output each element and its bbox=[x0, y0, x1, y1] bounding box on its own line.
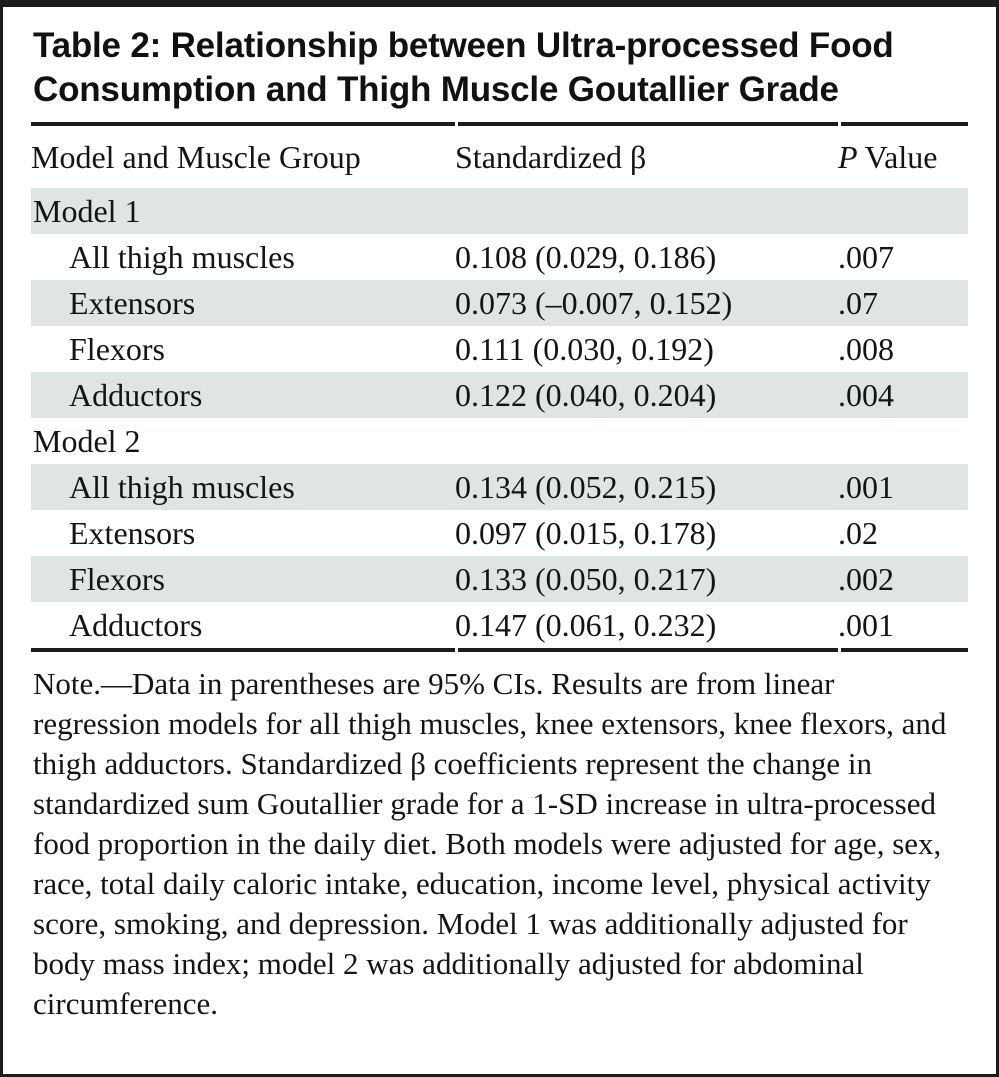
p-value-cell bbox=[838, 418, 968, 464]
table-row: Adductors 0.147 (0.061, 0.232) .001 bbox=[31, 602, 968, 648]
muscle-group-cell: Model 1 bbox=[33, 192, 141, 229]
header-standardized-beta: Standardized β bbox=[455, 138, 647, 175]
muscle-group-cell: Adductors bbox=[69, 376, 203, 413]
p-value-cell: .007 bbox=[838, 238, 894, 275]
standardized-beta-cell: 0.133 (0.050, 0.217) bbox=[455, 560, 717, 597]
table-row: Model 1 bbox=[31, 188, 968, 234]
standardized-beta-cell: 0.147 (0.061, 0.232) bbox=[455, 606, 717, 643]
standardized-beta-cell bbox=[455, 418, 838, 464]
table-row: Model 2 bbox=[31, 418, 968, 464]
p-value-cell bbox=[838, 188, 968, 234]
muscle-group-cell: Flexors bbox=[69, 560, 165, 597]
table-row: Extensors 0.073 (–0.007, 0.152) .07 bbox=[31, 280, 968, 326]
muscle-group-cell: Extensors bbox=[69, 284, 196, 321]
header-p-value-italic-p: P bbox=[838, 138, 858, 175]
muscle-group-cell: Extensors bbox=[69, 514, 196, 551]
table-footnote: Note.—Data in parentheses are 95% CIs. R… bbox=[33, 666, 947, 1021]
rule-below-title bbox=[31, 122, 968, 126]
muscle-group-cell: All thigh muscles bbox=[69, 238, 295, 275]
p-value-cell: .001 bbox=[838, 606, 894, 643]
p-value-cell: .07 bbox=[838, 284, 878, 321]
standardized-beta-cell bbox=[455, 188, 838, 234]
standardized-beta-cell: 0.122 (0.040, 0.204) bbox=[455, 376, 717, 413]
standardized-beta-cell: 0.108 (0.029, 0.186) bbox=[455, 238, 717, 275]
rule-below-rows bbox=[31, 648, 968, 652]
muscle-group-cell: Model 2 bbox=[33, 422, 141, 459]
muscle-group-cell: All thigh muscles bbox=[69, 468, 295, 505]
p-value-cell: .008 bbox=[838, 330, 894, 367]
standardized-beta-cell: 0.111 (0.030, 0.192) bbox=[455, 330, 714, 367]
table-row: All thigh muscles 0.134 (0.052, 0.215) .00… bbox=[31, 464, 968, 510]
p-value-cell: .004 bbox=[838, 376, 894, 413]
table-title: Table 2: Relationship between Ultra-proc… bbox=[33, 26, 894, 109]
standardized-beta-cell: 0.134 (0.052, 0.215) bbox=[455, 468, 717, 505]
header-p-value-word: Value bbox=[864, 138, 938, 175]
p-value-cell: .02 bbox=[838, 514, 878, 551]
header-model-muscle-group: Model and Muscle Group bbox=[31, 138, 361, 175]
muscle-group-cell: Adductors bbox=[69, 606, 203, 643]
p-value-cell: .001 bbox=[838, 468, 894, 505]
table-row: Flexors 0.111 (0.030, 0.192) .008 bbox=[31, 326, 968, 372]
header-p-value: P Value bbox=[838, 126, 968, 188]
standardized-beta-cell: 0.097 (0.015, 0.178) bbox=[455, 514, 717, 551]
standardized-beta-cell: 0.073 (–0.007, 0.152) bbox=[455, 284, 733, 321]
table-row: Extensors 0.097 (0.015, 0.178) .02 bbox=[31, 510, 968, 556]
table-row: All thigh muscles 0.108 (0.029, 0.186) .00… bbox=[31, 234, 968, 280]
p-value-cell: .002 bbox=[838, 560, 894, 597]
muscle-group-cell: Flexors bbox=[69, 330, 165, 367]
table-body: Model 1 All thigh muscles 0.108 (0.029, 0.… bbox=[31, 188, 968, 648]
table-row: Adductors 0.122 (0.040, 0.204) .004 bbox=[31, 372, 968, 418]
table-row: Flexors 0.133 (0.050, 0.217) .002 bbox=[31, 556, 968, 602]
